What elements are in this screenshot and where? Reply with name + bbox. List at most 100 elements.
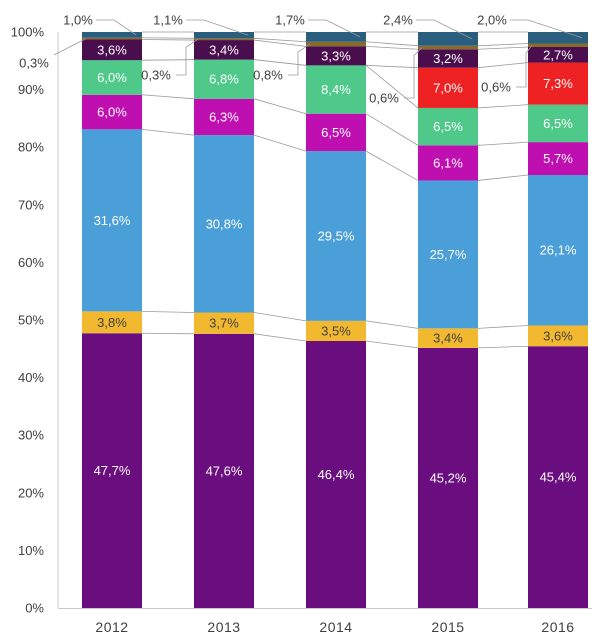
data-label: 47,6% <box>206 463 243 478</box>
bar-segment <box>82 39 142 61</box>
callout-line <box>53 38 87 56</box>
bar-segment <box>418 107 478 146</box>
bar-segment <box>194 59 254 99</box>
bar-segment <box>82 311 142 334</box>
y-tick-label: 60% <box>18 255 44 270</box>
bar-segment <box>82 37 142 40</box>
connector-line <box>365 64 419 69</box>
y-tick-label: 0% <box>25 601 44 616</box>
data-label: 0,8% <box>253 68 283 83</box>
data-label: 0,6% <box>369 91 399 106</box>
bar-segment <box>306 41 366 47</box>
connector-line <box>141 128 195 136</box>
bar-segment <box>528 346 588 608</box>
connector-line <box>141 310 195 313</box>
connector-line <box>365 41 419 47</box>
connector-line <box>253 59 307 66</box>
bar-segment <box>194 40 254 60</box>
callout-line <box>96 19 137 36</box>
data-label: 3,7% <box>209 316 239 331</box>
connector-line <box>141 59 195 61</box>
y-tick-label: 100% <box>11 25 45 40</box>
connector-line <box>141 332 195 335</box>
bar-segment <box>82 333 142 608</box>
data-label: 7,3% <box>543 76 573 91</box>
data-label: 2,7% <box>543 47 573 62</box>
data-label: 5,7% <box>543 151 573 166</box>
data-label: 2,4% <box>383 13 413 28</box>
data-label: 1,0% <box>63 13 93 28</box>
bar-segment <box>528 32 588 44</box>
y-tick-label: 20% <box>18 485 44 500</box>
bar-segment <box>528 104 588 143</box>
data-label: 30,8% <box>206 216 243 231</box>
bar-segment <box>528 43 588 47</box>
data-label: 6,0% <box>97 105 127 120</box>
connector-line <box>253 98 307 115</box>
bar-segment <box>194 38 254 41</box>
data-label: 6,5% <box>543 116 573 131</box>
connector-line <box>477 345 529 349</box>
data-label: 3,4% <box>209 42 239 57</box>
x-tick-label: 2016 <box>541 619 574 635</box>
data-label: 6,5% <box>321 125 351 140</box>
bar-segment <box>306 113 366 152</box>
data-label: 1,7% <box>275 13 305 28</box>
data-label: 3,2% <box>433 51 463 66</box>
callout-line <box>186 19 249 36</box>
bar-segment <box>82 129 142 312</box>
connector-line <box>141 94 195 100</box>
data-label: 29,5% <box>318 228 355 243</box>
bar-segment <box>418 180 478 329</box>
data-label: 0,3% <box>141 68 171 83</box>
bar-segment <box>528 46 588 63</box>
connector-line <box>477 141 529 146</box>
data-label: 0,3% <box>19 56 49 71</box>
bar-segment <box>82 60 142 95</box>
data-label: 3,4% <box>433 331 463 346</box>
connector-line <box>477 43 529 47</box>
y-tick-label: 80% <box>18 140 44 155</box>
bar-segment <box>306 320 366 342</box>
connector-line <box>253 37 307 43</box>
data-label: 47,7% <box>94 463 131 478</box>
bar-segment <box>528 142 588 175</box>
bar-segment <box>418 49 478 68</box>
bar-segment <box>82 94 142 130</box>
data-label: 2,0% <box>477 13 507 28</box>
data-label: 7,0% <box>433 80 463 95</box>
data-label: 3,5% <box>321 323 351 338</box>
data-label: 0,6% <box>481 80 511 95</box>
callout-line <box>308 19 361 38</box>
bar-segment <box>528 325 588 347</box>
data-label: 45,2% <box>430 470 467 485</box>
data-label: 31,6% <box>94 213 131 228</box>
data-label: 25,7% <box>430 247 467 262</box>
data-label: 3,3% <box>321 48 351 63</box>
y-tick-label: 40% <box>18 370 44 385</box>
connector-line <box>477 62 529 69</box>
callout-line <box>510 19 583 39</box>
callout-line <box>176 38 199 76</box>
bar-segment <box>194 98 254 136</box>
x-tick-label: 2014 <box>319 619 352 635</box>
connector-line <box>477 104 529 109</box>
connector-line <box>365 65 419 109</box>
callout-line <box>288 43 311 76</box>
y-tick-label: 10% <box>18 543 44 558</box>
connector-line <box>141 37 195 39</box>
bar-segment <box>528 174 588 326</box>
connector-line <box>253 333 307 342</box>
data-label: 6,3% <box>209 109 239 124</box>
connector-line <box>477 325 529 329</box>
data-label: 45,4% <box>540 470 577 485</box>
data-label: 1,1% <box>153 13 183 28</box>
bar-segment <box>528 62 588 105</box>
callout-line <box>516 45 533 88</box>
bar-segment <box>418 67 478 108</box>
callout-line <box>404 47 423 99</box>
bar-segment <box>194 135 254 313</box>
data-label: 3,6% <box>97 42 127 57</box>
bar-segment <box>306 46 366 66</box>
